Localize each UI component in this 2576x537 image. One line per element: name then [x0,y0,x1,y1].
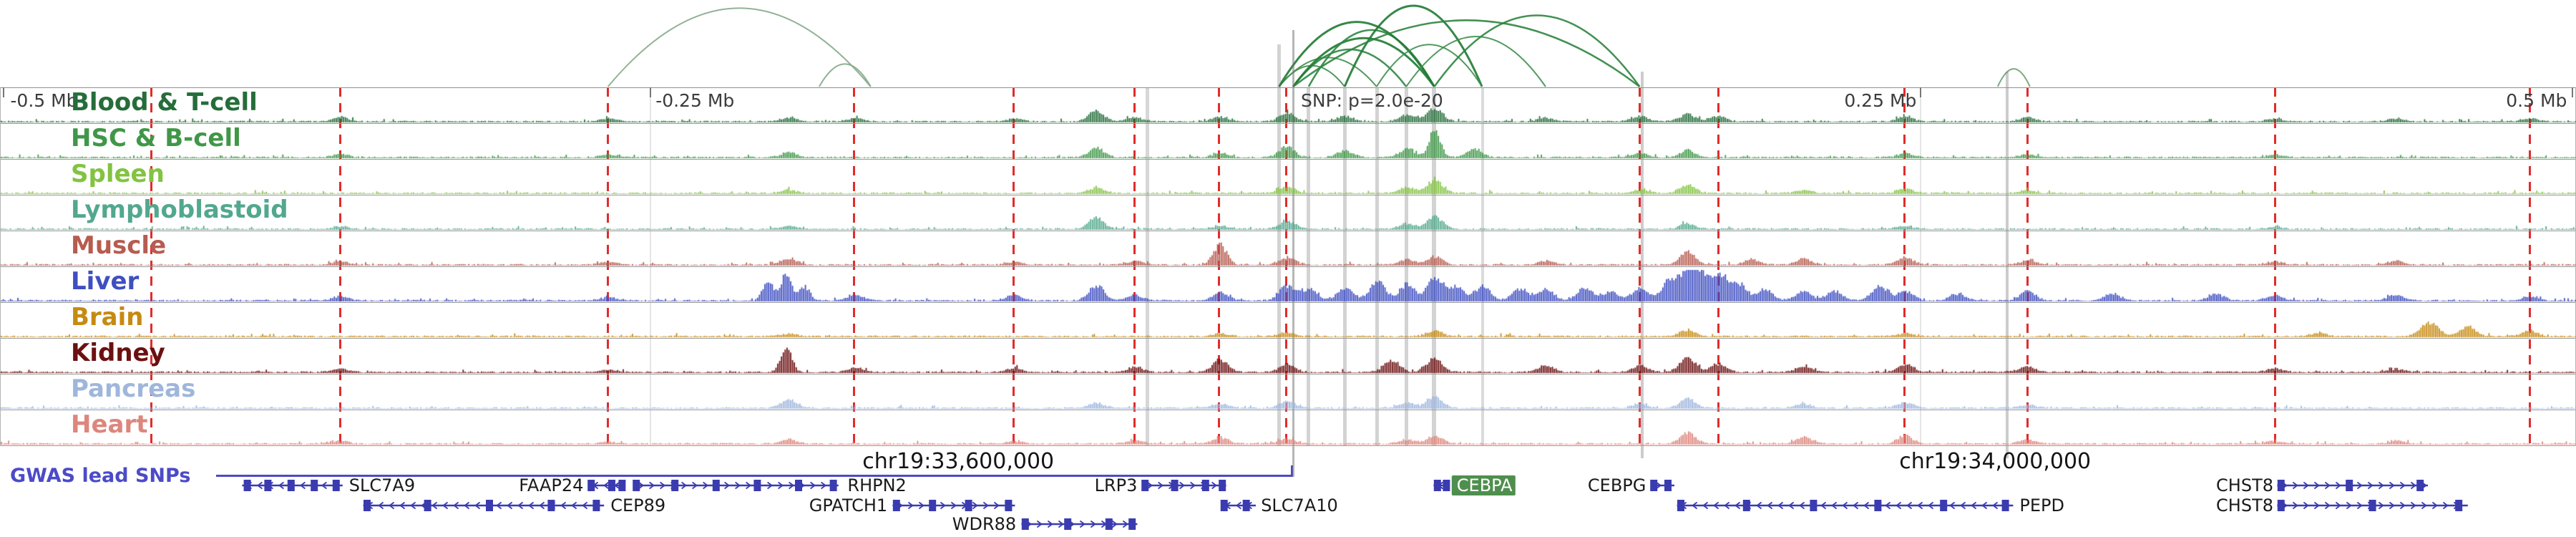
snp-pvalue-label: SNP: p=2.0e-20 [1301,90,1443,111]
gene-cep89-row1[interactable]: CEP89 [363,495,666,516]
svg-text:PEPD: PEPD [2019,495,2064,516]
svg-text:SLC7A9: SLC7A9 [349,475,415,495]
track-row-hsc-b-cell[interactable]: HSC & B-cell [1,124,2576,160]
gene-cebpa-row0[interactable]: CEBPA [1433,475,1516,495]
gene-annotation-track: SLC7A9 FAAP24 RHPN2 LRP3 CEBPA CEBPG CHST8 CEP8… [242,475,2468,534]
axis-label: 0.25 Mb [1844,90,1917,111]
svg-text:CHST8: CHST8 [2216,475,2273,495]
track-signal-lymphoblastoid [1,196,2576,231]
signal-tracks-panel[interactable]: Blood & T-cell HSC & B-cell Spleen Lymphobl… [0,87,2576,446]
track-signal-muscle [1,232,2576,266]
gene-slc7a10-row1[interactable]: SLC7A10 [1220,495,1338,516]
interaction-arc [1278,21,1435,87]
track-row-spleen[interactable]: Spleen [1,160,2576,195]
interaction-arc [1292,19,1641,87]
track-signal-brain [1,304,2576,338]
interaction-arc [1375,44,1483,87]
interaction-arc [1343,4,1483,87]
gene-lrp3-row0[interactable]: LRP3 [1095,475,1226,495]
gene-chst8-row1[interactable]: CHST8 [2216,495,2468,516]
track-label-hsc-b-cell: HSC & B-cell [71,124,241,153]
track-label-heart: Heart [71,410,148,439]
axis-tick [1919,87,1921,97]
svg-text:LRP3: LRP3 [1095,475,1138,495]
gene-pepd-row1[interactable]: PEPD [1677,495,2064,516]
gwas-lead-snp-tick [1290,465,1293,477]
track-row-blood-t-cell[interactable]: Blood & T-cell [1,88,2576,124]
coordinate-label-left: chr19:33,600,000 [862,449,1055,474]
axis-label: -0.5 Mb [10,90,78,111]
gwas-lead-snps-line [216,475,1292,477]
gene-rhpn2-row0[interactable]: RHPN2 [633,475,907,495]
gene-chst8-row0[interactable]: CHST8 [2216,475,2428,495]
interaction-arc [607,7,872,87]
svg-text:CEP89: CEP89 [610,495,665,516]
track-signal-pancreas [1,375,2576,410]
track-signal-liver [1,268,2576,302]
track-row-pancreas[interactable]: Pancreas [1,374,2576,410]
track-signal-spleen [1,160,2576,195]
gene-slc7a9-row0[interactable]: SLC7A9 [242,475,415,495]
svg-text:CEBPG: CEBPG [1588,475,1646,495]
track-label-lymphoblastoid: Lymphoblastoid [71,195,288,224]
track-label-blood-t-cell: Blood & T-cell [71,88,258,117]
interaction-arcs-track [607,4,2031,87]
track-row-muscle[interactable]: Muscle [1,231,2576,267]
axis-label: 0.5 Mb [2506,90,2567,111]
interaction-arc [1433,14,1641,87]
svg-text:WDR88: WDR88 [952,514,1016,534]
svg-text:GPATCH1: GPATCH1 [809,495,887,516]
track-signal-blood-t-cell [1,89,2576,123]
axis-tick [3,87,5,97]
interaction-arc [818,63,872,87]
gene-cebpg-row0[interactable]: CEBPG [1588,475,1674,495]
gene-faap24-row0[interactable]: FAAP24 [519,475,626,495]
track-row-liver[interactable]: Liver [1,267,2576,303]
track-row-lymphoblastoid[interactable]: Lymphoblastoid [1,195,2576,231]
track-row-heart[interactable]: Heart [1,410,2576,446]
svg-text:RHPN2: RHPN2 [847,475,906,495]
track-label-pancreas: Pancreas [71,374,196,403]
gwas-lead-snps-label: GWAS lead SNPs [10,465,191,487]
gene-wdr88-row2[interactable]: WDR88 [952,514,1138,534]
svg-text:CEBPA: CEBPA [1457,475,1513,495]
interaction-arc [1405,35,1546,87]
track-label-kidney: Kidney [71,339,165,367]
track-signal-heart [1,411,2576,445]
track-row-brain[interactable]: Brain [1,303,2576,339]
axis-tick [650,87,651,97]
interaction-arc [1996,68,2031,87]
axis-tick [2571,87,2573,97]
track-label-liver: Liver [71,267,140,296]
interaction-arc [1292,37,1435,87]
track-signal-kidney [1,339,2576,374]
track-row-kidney[interactable]: Kidney [1,339,2576,374]
svg-text:SLC7A10: SLC7A10 [1261,495,1338,516]
track-label-brain: Brain [71,303,144,332]
gene-gpatch1-row1[interactable]: GPATCH1 [809,495,1015,516]
track-signal-hsc-b-cell [1,125,2576,159]
coordinate-label-right: chr19:34,000,000 [1899,449,2092,474]
svg-text:FAAP24: FAAP24 [519,475,583,495]
svg-text:CHST8: CHST8 [2216,495,2273,516]
track-label-spleen: Spleen [71,160,165,188]
axis-label: -0.25 Mb [655,90,735,111]
track-label-muscle: Muscle [71,231,167,260]
